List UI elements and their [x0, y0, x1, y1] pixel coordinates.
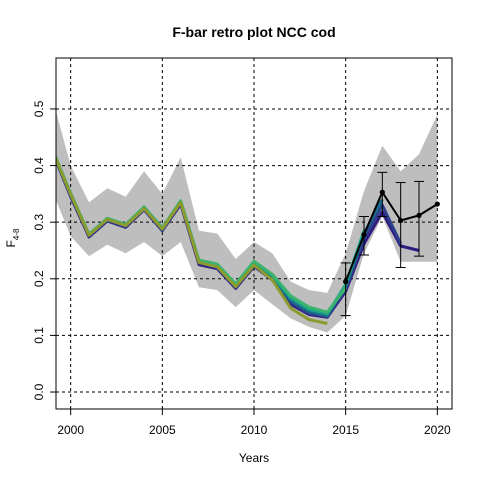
- y-tick-label: 0.2: [32, 270, 46, 287]
- x-tick-label: 2000: [57, 423, 84, 437]
- y-tick-label: 0.0: [32, 383, 46, 400]
- confidence-band: [56, 111, 438, 333]
- y-axis-label: F4-8: [4, 228, 21, 247]
- x-tick-label: 2015: [332, 423, 359, 437]
- chart-title: F-bar retro plot NCC cod: [172, 24, 335, 40]
- y-tick-label: 0.5: [32, 100, 46, 117]
- y-tick-label: 0.3: [32, 214, 46, 231]
- x-tick-label: 2010: [241, 423, 268, 437]
- data-point: [434, 201, 440, 207]
- series-line-6: [56, 155, 328, 325]
- x-tick-label: 2020: [424, 423, 451, 437]
- svg-text:F4-8: F4-8: [4, 228, 21, 247]
- y-tick-label: 0.4: [32, 157, 46, 174]
- plot-area: [56, 58, 452, 409]
- x-tick-label: 2005: [149, 423, 176, 437]
- x-axis-label: Years: [239, 451, 269, 465]
- y-axis-label-main: F: [4, 240, 18, 247]
- series-line-7: [344, 191, 438, 282]
- y-tick-label: 0.1: [32, 327, 46, 344]
- y-axis-label-subscript: 4-8: [12, 228, 21, 240]
